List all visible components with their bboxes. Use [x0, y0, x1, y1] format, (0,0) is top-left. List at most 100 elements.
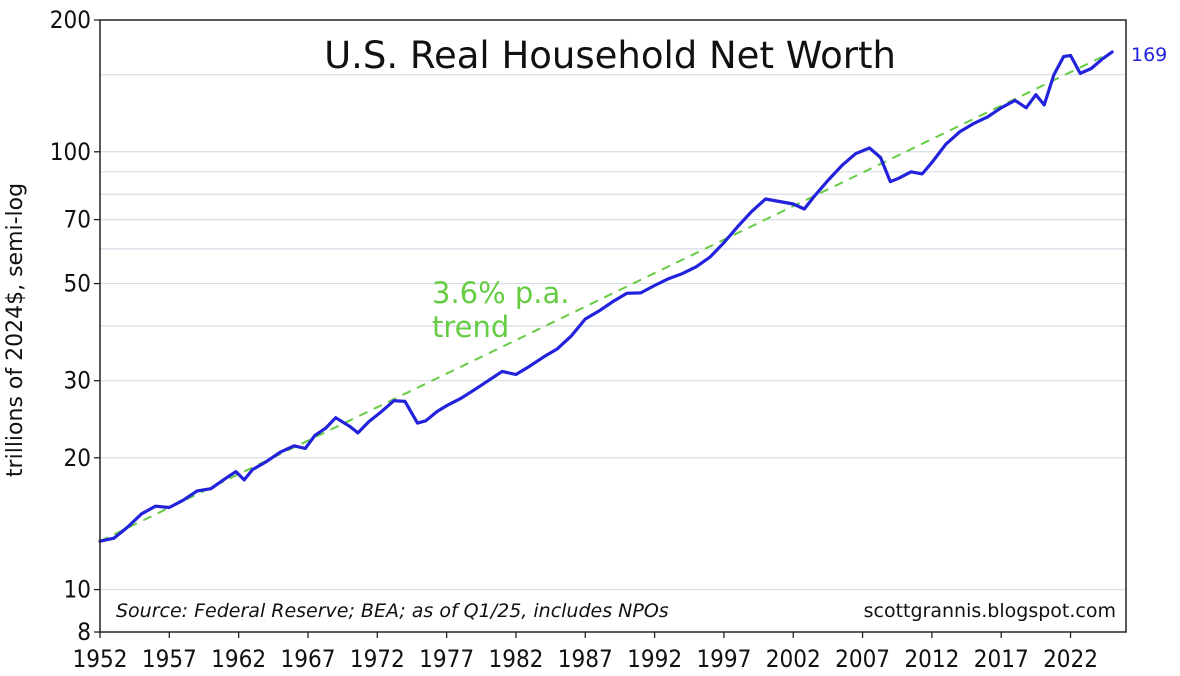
net-worth-point — [813, 195, 815, 198]
net-worth-point — [1079, 72, 1081, 75]
net-worth-point — [737, 225, 739, 228]
x-tick-label: 2017 — [974, 645, 1029, 673]
net-worth-point — [235, 470, 237, 473]
net-worth-point — [945, 143, 947, 146]
x-tick-label: 1982 — [488, 645, 543, 673]
net-worth-point — [778, 200, 781, 203]
net-worth-point — [889, 180, 892, 183]
gridlines — [100, 74, 1126, 591]
y-axis-label: trillions of 2024$, semi-log — [3, 183, 28, 477]
y-tick-label: 8 — [77, 618, 91, 646]
y-axis-tick-labels: 8 10 20 30 50 70 100 200 — [50, 6, 100, 646]
net-worth-point — [393, 399, 395, 402]
net-worth-point — [113, 537, 115, 539]
net-worth-point — [487, 379, 490, 382]
net-worth-point — [1053, 73, 1055, 76]
net-worth-point — [1111, 51, 1113, 53]
chart-title: U.S. Real Household Net Worth — [324, 34, 896, 77]
net-worth-point — [972, 122, 975, 125]
net-worth-point — [182, 499, 184, 502]
x-tick-label: 2012 — [904, 645, 959, 673]
net-worth-point — [709, 256, 711, 258]
x-tick-label: 2022 — [1043, 645, 1098, 673]
net-worth-point — [1043, 104, 1045, 106]
net-worth-point — [1062, 55, 1065, 58]
net-worth-point — [348, 425, 351, 428]
net-worth-point — [154, 505, 157, 508]
net-worth-point — [251, 468, 254, 471]
net-worth-point — [126, 526, 129, 528]
end-value-label: 169 — [1131, 44, 1167, 66]
x-tick-label: 1962 — [211, 645, 266, 673]
net-worth-point — [404, 400, 406, 403]
net-worth-point — [921, 173, 923, 175]
x-tick-label: 1977 — [419, 645, 474, 673]
net-worth-point — [368, 420, 370, 423]
x-tick-label: 1952 — [73, 645, 128, 673]
net-worth-point — [425, 420, 427, 422]
net-worth-point — [897, 177, 900, 180]
net-worth-point — [792, 203, 794, 205]
net-worth-point — [854, 152, 857, 155]
net-worth-point — [416, 422, 419, 424]
net-worth-point — [570, 335, 573, 337]
x-tick-label: 1987 — [558, 645, 613, 673]
net-worth-point — [265, 460, 268, 463]
net-worth-point — [695, 266, 697, 268]
y-tick-label: 100 — [50, 138, 91, 166]
net-worth-point — [459, 397, 462, 400]
trend-label-rate: 3.6% p.a. — [432, 276, 570, 310]
net-worth-point — [879, 156, 882, 159]
net-worth-point — [168, 506, 171, 509]
net-worth-point — [380, 410, 383, 413]
net-worth-point — [196, 490, 198, 492]
net-worth-point — [723, 241, 725, 244]
net-worth-point — [639, 292, 642, 294]
net-worth-point — [334, 416, 337, 419]
net-worth-point — [243, 479, 245, 481]
net-worth-point — [224, 478, 226, 480]
x-tick-label: 1997 — [696, 645, 751, 673]
net-worth-point — [1035, 93, 1037, 96]
net-worth-point — [304, 447, 307, 450]
net-worth-point — [803, 208, 806, 210]
net-worth-point — [445, 404, 448, 407]
net-worth-point — [293, 445, 295, 447]
net-worth-point — [279, 451, 282, 454]
net-worth-point — [931, 161, 933, 164]
net-worth-point — [626, 292, 628, 295]
net-worth-point — [598, 310, 600, 312]
net-worth-point — [667, 277, 670, 280]
plot-frame — [99, 19, 1127, 633]
net-worth-point — [515, 373, 517, 376]
source-note: Source: Federal Reserve; BEA; as of Q1/2… — [116, 600, 669, 622]
net-worth-point — [958, 131, 961, 133]
y-tick-label: 70 — [64, 206, 91, 234]
net-worth-point — [841, 164, 843, 167]
trend-label-word: trend — [432, 310, 509, 344]
y-tick-label: 50 — [64, 270, 91, 298]
x-tick-label: 1957 — [142, 645, 197, 673]
net-worth-point — [681, 272, 684, 275]
net-worth-point — [1090, 67, 1093, 70]
net-worth-point — [314, 434, 316, 437]
y-tick-label: 10 — [64, 576, 91, 604]
y-tick-label: 30 — [64, 367, 91, 395]
net-worth-point — [436, 410, 438, 413]
y-tick-label: 200 — [50, 6, 91, 34]
net-worth-point — [1025, 107, 1027, 109]
x-tick-label: 1967 — [281, 645, 336, 673]
net-worth-point — [210, 487, 212, 490]
net-worth-point — [1014, 99, 1016, 102]
net-worth-point — [1000, 107, 1002, 109]
net-worth-point — [986, 116, 989, 118]
trend-line — [99, 51, 1113, 543]
trend-layer — [99, 51, 1113, 543]
net-worth-point — [325, 427, 327, 429]
net-worth-point — [473, 389, 476, 391]
net-worth-point — [653, 284, 656, 287]
x-tick-label: 1972 — [350, 645, 405, 673]
credit-note: scottgrannis.blogspot.com — [864, 600, 1116, 622]
y-tick-label: 20 — [64, 444, 91, 472]
